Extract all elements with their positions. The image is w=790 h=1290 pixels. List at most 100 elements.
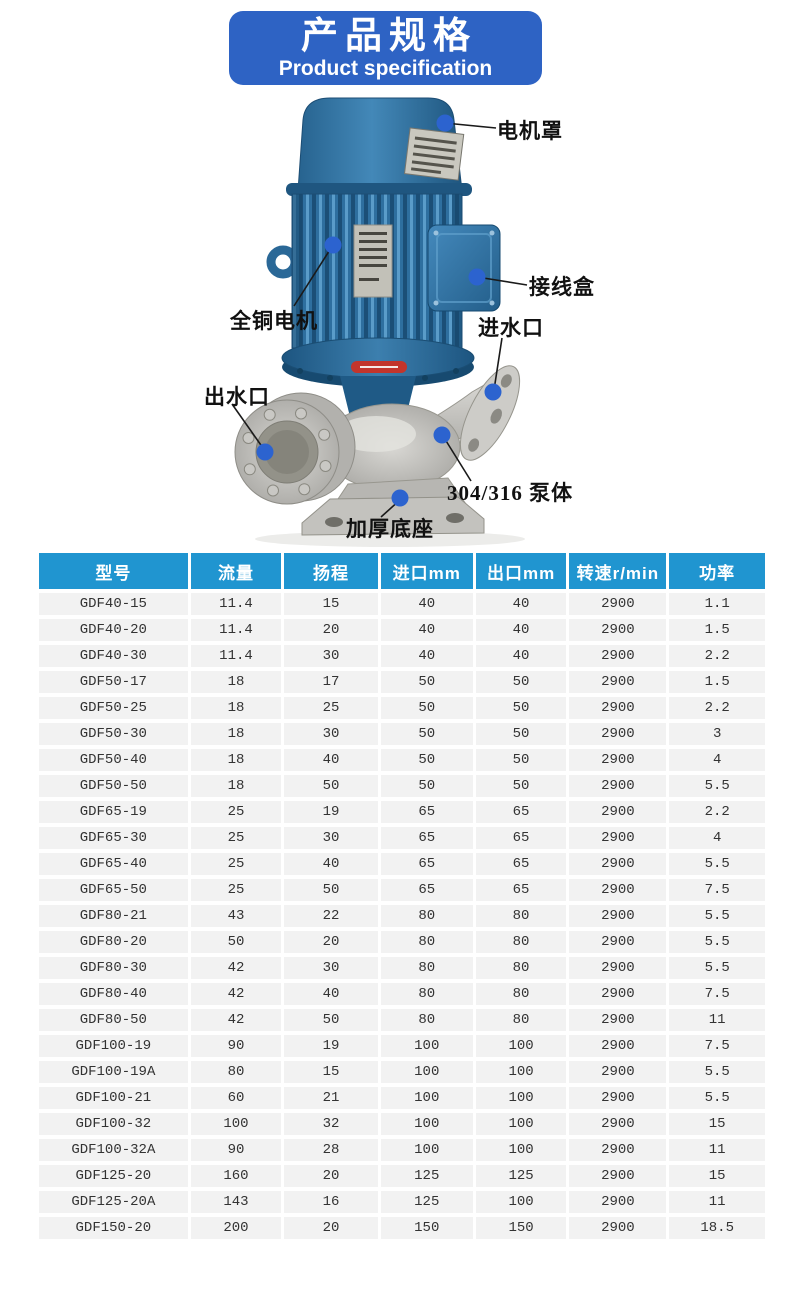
cell: 40 — [284, 983, 378, 1005]
cell: GDF65-30 — [39, 827, 188, 849]
callout-motor-cover: 电机罩 — [497, 119, 563, 143]
cell: GDF40-20 — [39, 619, 188, 641]
cell: 143 — [190, 1191, 282, 1213]
cell: 20 — [284, 1165, 378, 1187]
page-title: 产品规格 — [301, 14, 477, 56]
cell: 100 — [475, 1139, 567, 1161]
spec-table: 型号 流量 扬程 进口mm 出口mm 转速r/min 功率 GDF40-15 11.4 15 40… — [36, 549, 768, 1243]
dot-base — [391, 489, 409, 507]
motor-flange — [281, 337, 475, 387]
cell: 40 — [475, 645, 567, 667]
cell: 11.4 — [190, 619, 282, 641]
cell: 2900 — [569, 905, 667, 927]
table-row: GDF50-17 18 17 50 50 2900 1.5 — [39, 671, 765, 693]
cell: 42 — [190, 957, 282, 979]
cell: 80 — [475, 983, 567, 1005]
page-subtitle: Product specification — [278, 56, 493, 80]
cell: 2900 — [569, 775, 667, 797]
cell: 40 — [475, 593, 567, 615]
table-row: GDF65-19 25 19 65 65 2900 2.2 — [39, 801, 765, 823]
cell: 2900 — [569, 1087, 667, 1109]
cell: 30 — [284, 957, 378, 979]
cell: 150 — [475, 1217, 567, 1239]
cell: 100 — [380, 1139, 473, 1161]
table-row: GDF65-40 25 40 65 65 2900 5.5 — [39, 853, 765, 875]
cell: 80 — [380, 983, 473, 1005]
cell: 5.5 — [669, 1087, 765, 1109]
cell: 50 — [475, 723, 567, 745]
table-row: GDF50-25 18 25 50 50 2900 2.2 — [39, 697, 765, 719]
cell: 25 — [284, 697, 378, 719]
cell: 18 — [190, 697, 282, 719]
table-row: GDF100-19A 80 15 100 100 2900 5.5 — [39, 1061, 765, 1083]
motor-cap — [286, 97, 472, 196]
cell: 2900 — [569, 723, 667, 745]
dot-motor-cover — [436, 114, 454, 132]
spec-table-body: GDF40-15 11.4 15 40 40 2900 1.1 GDF40-20 11.4 20 4… — [39, 593, 765, 1239]
table-row: GDF100-19 90 19 100 100 2900 7.5 — [39, 1035, 765, 1057]
cell: GDF100-32 — [39, 1113, 188, 1135]
cell: GDF80-30 — [39, 957, 188, 979]
cell: 7.5 — [669, 879, 765, 901]
cell: 2900 — [569, 1165, 667, 1187]
cell: 2900 — [569, 697, 667, 719]
cell: 40 — [380, 593, 473, 615]
cell: 40 — [475, 619, 567, 641]
cell: 17 — [284, 671, 378, 693]
leader-lines — [231, 122, 528, 518]
cell: 2.2 — [669, 801, 765, 823]
cell: 100 — [380, 1035, 473, 1057]
table-row: GDF50-30 18 30 50 50 2900 3 — [39, 723, 765, 745]
cell: GDF50-30 — [39, 723, 188, 745]
callout-junction-box: 接线盒 — [529, 275, 595, 299]
table-row: GDF100-32 100 32 100 100 2900 15 — [39, 1113, 765, 1135]
cell: 50 — [475, 775, 567, 797]
cell: 5.5 — [669, 1061, 765, 1083]
cell: 80 — [380, 931, 473, 953]
cell: 18 — [190, 723, 282, 745]
cell: 22 — [284, 905, 378, 927]
cell: GDF100-19A — [39, 1061, 188, 1083]
table-row: GDF40-15 11.4 15 40 40 2900 1.1 — [39, 593, 765, 615]
cell: 25 — [190, 827, 282, 849]
cell: GDF40-15 — [39, 593, 188, 615]
callout-inlet: 进水口 — [478, 316, 544, 340]
table-row: GDF125-20A 143 16 125 100 2900 11 — [39, 1191, 765, 1213]
cell: 100 — [475, 1191, 567, 1213]
cell: 2900 — [569, 1191, 667, 1213]
cell: 11 — [669, 1139, 765, 1161]
cell: 2900 — [569, 853, 667, 875]
cell: GDF80-50 — [39, 1009, 188, 1031]
cell: 65 — [380, 801, 473, 823]
cell: 2900 — [569, 593, 667, 615]
cell: 2900 — [569, 1009, 667, 1031]
cell: 100 — [475, 1087, 567, 1109]
table-row: GDF80-50 42 50 80 80 2900 11 — [39, 1009, 765, 1031]
cell: GDF65-19 — [39, 801, 188, 823]
cell: GDF125-20 — [39, 1165, 188, 1187]
cell: 100 — [475, 1061, 567, 1083]
table-row: GDF50-40 18 40 50 50 2900 4 — [39, 749, 765, 771]
cell: 2.2 — [669, 645, 765, 667]
cell: 2.2 — [669, 697, 765, 719]
cell: 5.5 — [669, 957, 765, 979]
cell: 100 — [190, 1113, 282, 1135]
dot-junction-box — [468, 268, 486, 286]
cell: 90 — [190, 1139, 282, 1161]
cell: 80 — [380, 905, 473, 927]
callout-copper-motor: 全铜电机 — [230, 309, 318, 333]
cell: 5.5 — [669, 905, 765, 927]
cell: 40 — [284, 853, 378, 875]
cell: 60 — [190, 1087, 282, 1109]
column-header: 进口mm — [380, 553, 473, 589]
cell: 28 — [284, 1139, 378, 1161]
cell: 25 — [190, 801, 282, 823]
cell: 80 — [380, 1009, 473, 1031]
cell: GDF50-25 — [39, 697, 188, 719]
cell: 40 — [380, 645, 473, 667]
table-row: GDF100-21 60 21 100 100 2900 5.5 — [39, 1087, 765, 1109]
cell: 65 — [475, 827, 567, 849]
callout-base: 加厚底座 — [346, 517, 434, 541]
dot-inlet — [484, 383, 502, 401]
cell: GDF40-30 — [39, 645, 188, 667]
